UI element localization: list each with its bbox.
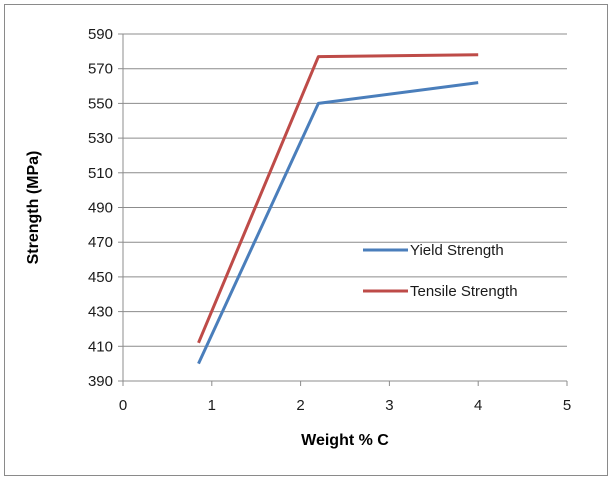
y-tick-label: 430 [88, 304, 113, 321]
legend-label-yield-strength: Yield Strength [410, 242, 504, 259]
y-tick-label: 390 [88, 373, 113, 390]
series-line-tensile-strength [197, 53, 479, 344]
series-lines [197, 53, 479, 365]
axes: 390 410 430 450 470 490 510 530 550 570 590 0 1 2 3 4 5 [88, 26, 571, 414]
y-axis-title: Strength (MPa) [25, 151, 42, 265]
y-tick-label: 570 [88, 61, 113, 78]
x-tick-label: 1 [208, 397, 216, 414]
legend-label-tensile-strength: Tensile Strength [410, 283, 518, 300]
x-tick-label: 0 [119, 397, 127, 414]
y-tick-label: 470 [88, 234, 113, 251]
y-tick-label: 590 [88, 26, 113, 43]
x-tick-label: 3 [385, 397, 393, 414]
x-tick-label: 5 [563, 397, 571, 414]
y-tick-label: 550 [88, 95, 113, 112]
x-tick-label: 4 [474, 397, 482, 414]
y-tick-label: 490 [88, 200, 113, 217]
y-tick-label: 530 [88, 130, 113, 147]
y-tick-label: 410 [88, 338, 113, 355]
x-tick-label: 2 [296, 397, 304, 414]
y-tick-label: 510 [88, 165, 113, 182]
gridlines [123, 33, 567, 382]
y-tick-label: 450 [88, 269, 113, 286]
x-axis-title: Weight % C [301, 432, 389, 449]
legend: Yield Strength Tensile Strength [363, 242, 518, 300]
series-line-yield-strength [197, 81, 479, 365]
